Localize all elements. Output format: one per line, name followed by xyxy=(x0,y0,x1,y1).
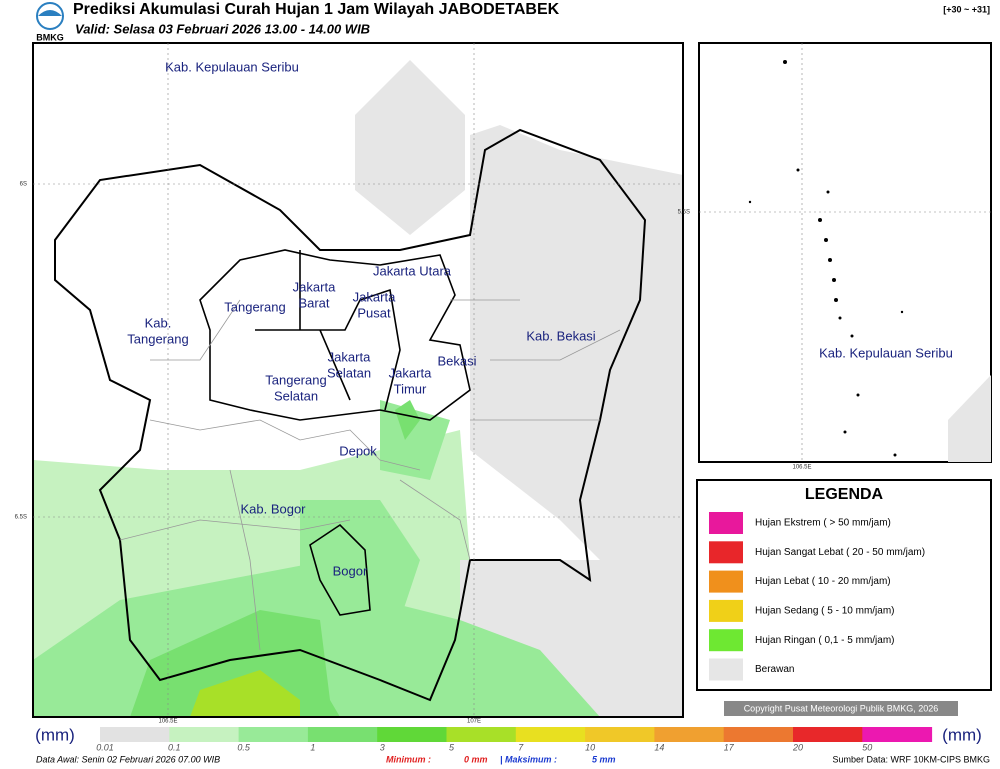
map-coordinate: 6S xyxy=(20,182,27,188)
colorbar-segment xyxy=(723,727,794,742)
colorbar-segment xyxy=(307,727,378,742)
data-awal: Data Awal: Senin 02 Februari 2026 07.00 … xyxy=(36,754,220,764)
map-label: Bekasi xyxy=(437,353,476,368)
map-label: Jakarta xyxy=(328,349,371,364)
map-label: Selatan xyxy=(327,365,371,380)
maximum: 5 mm xyxy=(592,754,616,764)
map-label: Jakarta xyxy=(353,289,396,304)
colorbar-tick-label: 14 xyxy=(654,742,664,752)
legend-label: Hujan Sangat Lebat ( 20 - 50 mm/jam) xyxy=(755,547,925,558)
source: Sumber Data: WRF 10KM-CIPS BMKG xyxy=(832,754,990,764)
map-label: Jakarta xyxy=(293,279,336,294)
unit-right: (mm) xyxy=(942,725,982,744)
range: [+30 ~ +31] xyxy=(943,4,990,14)
map-label: Selatan xyxy=(274,388,318,403)
map-coordinate: 107E xyxy=(467,719,481,725)
inset-coordinate: 5.5S xyxy=(678,210,690,216)
legend-swatch xyxy=(709,629,743,652)
logo: BMKG xyxy=(36,2,64,42)
legend-swatch xyxy=(709,658,743,681)
map-label: Tangerang xyxy=(224,299,285,314)
colorbar-segment xyxy=(654,727,725,742)
inset-label: Kab. Kepulauan Seribu xyxy=(819,345,953,360)
map-coordinate: 6.5S xyxy=(15,515,27,521)
colorbar-tick-label: 3 xyxy=(380,742,385,752)
colorbar-tick-label: 0.01 xyxy=(96,742,114,752)
legend-label: Hujan Sedang ( 5 - 10 mm/jam) xyxy=(755,606,895,617)
inset-map: Kab. Kepulauan Seribu 5.5S 106.5E xyxy=(678,42,992,471)
title: Prediksi Akumulasi Curah Hujan 1 Jam Wil… xyxy=(73,1,560,18)
map-label: Kab. Kepulauan Seribu xyxy=(165,59,299,74)
colorbar: 0.01 0.1 0.5 1 3 5 7 10 14 17 20 50 xyxy=(96,727,933,752)
map-label: Depok xyxy=(339,443,377,458)
colorbar-tick-label: 1 xyxy=(310,742,315,752)
legend-swatch xyxy=(709,570,743,593)
colorbar-tick-label: 0.5 xyxy=(237,742,251,752)
colorbar-segment xyxy=(862,727,933,742)
colorbar-tick-label: 50 xyxy=(862,742,872,752)
colorbar-tick-label: 0.1 xyxy=(168,742,181,752)
map-labels: Kab. Kepulauan Seribu Jakarta Utara Jakart… xyxy=(15,59,596,724)
colorbar-segment xyxy=(585,727,655,742)
map-label: Kab. xyxy=(145,315,172,330)
legend-box xyxy=(696,479,992,691)
minimum: 0 mm xyxy=(464,754,488,764)
map-label: Pusat xyxy=(357,305,391,320)
legend-label: Hujan Ringan ( 0,1 - 5 mm/jam) xyxy=(755,635,895,646)
main-map xyxy=(32,42,684,718)
map-label: Bogor xyxy=(333,563,368,578)
legend-title: LEGENDA xyxy=(805,486,884,503)
legend-label: Berawan xyxy=(755,664,794,675)
legend-swatch xyxy=(709,541,743,564)
legend-label: Hujan Lebat ( 10 - 20 mm/jam) xyxy=(755,576,891,587)
map-label: Jakarta xyxy=(389,365,432,380)
legend: Hujan Ekstrem ( > 50 mm/jam) Hujan Sangat… xyxy=(709,512,925,681)
logo-text: BMKG xyxy=(36,32,64,42)
colorbar-segment xyxy=(238,727,309,742)
map-coordinate: 106.5E xyxy=(158,719,177,725)
maximum-label: | Maksimum : xyxy=(500,754,557,764)
map-label: Timur xyxy=(394,381,427,396)
map-label: Kab. Bekasi xyxy=(526,328,595,343)
colorbar-tick-label: 5 xyxy=(449,742,455,752)
colorbar-segment xyxy=(515,727,586,742)
inset-coordinate: 106.5E xyxy=(792,465,811,471)
colorbar-segment xyxy=(377,727,447,742)
colorbar-segment xyxy=(446,727,517,742)
colorbar-segment xyxy=(793,727,863,742)
legend-swatch xyxy=(709,512,743,534)
colorbar-tick-label: 17 xyxy=(724,742,735,752)
subtitle: Valid: Selasa 03 Februari 2026 13.00 - 1… xyxy=(75,21,370,36)
map-label: Barat xyxy=(298,295,329,310)
colorbar-segment xyxy=(100,727,170,742)
colorbar-tick-label: 7 xyxy=(518,742,524,752)
map-label: Kab. Bogor xyxy=(240,501,306,516)
colorbar-tick-label: 20 xyxy=(792,742,803,752)
legend-label: Hujan Ekstrem ( > 50 mm/jam) xyxy=(755,518,891,529)
colorbar-tick-label: 10 xyxy=(585,742,595,752)
map-label: Tangerang xyxy=(127,331,188,346)
colorbar-segment xyxy=(169,727,240,742)
minimum-label: Minimum : xyxy=(386,754,431,764)
copyright: Copyright Pusat Meteorologi Publik BMKG,… xyxy=(744,703,939,713)
unit-left: (mm) xyxy=(35,725,75,744)
copyright-bg xyxy=(724,701,958,716)
map-label: Tangerang xyxy=(265,372,326,387)
map-label: Jakarta Utara xyxy=(373,263,452,278)
legend-swatch xyxy=(709,599,743,622)
